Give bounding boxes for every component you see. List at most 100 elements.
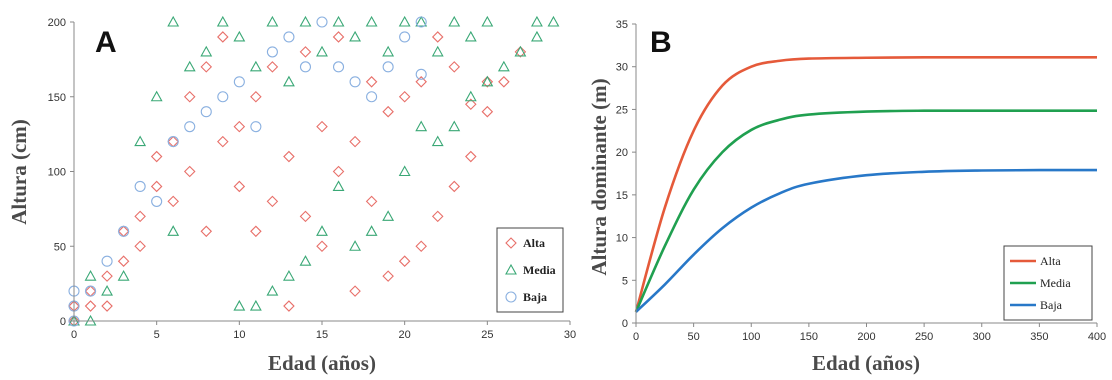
point-media [183,60,196,72]
point-baja [184,121,196,133]
point-alta [134,240,146,253]
point-alta [217,31,229,43]
point-alta [365,195,378,208]
point-baja [299,61,312,73]
point-media [497,60,510,72]
point-alta [299,210,312,223]
chart-b-xtick-label: 0 [633,331,639,343]
point-alta [101,270,113,282]
legend-label-alta: Alta [1040,254,1061,268]
chart-a-xtick-label: 0 [71,329,77,341]
chart-b-ytick-label: 30 [616,62,628,74]
chart-b-xtick-label: 300 [973,331,991,343]
chart-b-ytick-label: 0 [622,318,628,330]
point-alta [250,90,262,103]
chart-b-plot-area [634,55,1098,313]
point-alta [448,180,461,193]
point-baja [250,121,262,133]
point-alta [498,76,510,88]
point-alta [514,46,527,58]
point-alta [150,180,163,193]
chart-a-ytick-label: 50 [54,241,66,253]
point-baja [101,255,113,267]
point-alta [84,300,97,312]
chart-a-legend: Alta Media Baja [496,227,564,313]
chart-b-xtick-label: 150 [800,331,818,343]
point-baja [415,16,427,28]
point-media [117,270,130,281]
point-media [365,15,378,27]
chart-b-xlabel: Edad (años) [812,351,920,375]
point-alta [431,31,444,43]
point-media [530,30,543,42]
point-media [316,225,328,236]
point-alta [150,150,163,163]
line-baja [635,168,1098,313]
point-media [316,45,328,57]
panel-label-b: B [650,26,672,59]
chart-a-ytick-label: 0 [60,316,66,328]
chart-b: B Edad (años) Altura dominante (m) 0 50 10… [587,19,1106,375]
point-alta [481,76,494,88]
point-alta [200,61,213,73]
point-media [349,30,362,42]
point-alta [382,105,394,118]
point-baja [332,61,345,73]
chart-b-xtick-label: 400 [1088,331,1106,343]
point-media [167,225,180,236]
chart-a-ytick-label: 150 [48,92,66,104]
legend-label-baja: Baja [1040,298,1063,312]
point-baja [84,285,97,297]
point-alta [200,225,213,238]
point-media [481,75,494,87]
point-baja [233,76,245,88]
point-baja [349,76,361,88]
chart-b-ytick-label: 25 [616,104,628,116]
point-media [332,15,345,27]
point-media [282,270,295,281]
point-media [514,45,527,57]
point-media [216,15,229,27]
point-media [481,15,494,27]
point-media [84,270,97,281]
line-media [634,109,1098,313]
point-media [299,15,312,27]
point-baja [118,225,130,237]
point-media [365,225,378,236]
chart-b-ytick-label: 10 [616,233,628,245]
point-alta [415,76,427,88]
point-media [382,210,395,221]
point-media [200,45,213,57]
point-baja [283,31,295,43]
legend-label-media: Media [1040,276,1071,290]
chart-a-ylabel: Altura (cm) [7,119,31,225]
legend-marker-baja [505,291,517,303]
legend-label-media: Media [523,263,556,277]
chart-a-ytick-label: 100 [48,167,66,179]
point-baja [382,61,394,73]
point-media [448,15,461,27]
point-baja [399,31,411,43]
point-alta [398,255,411,267]
chart-a-ticks: 0 5 10 15 20 25 30 0 50 100 150 200 [48,17,576,341]
point-alta [332,31,345,43]
point-media [249,299,262,311]
point-media [415,15,428,27]
point-baja [366,91,378,103]
line-alta [634,55,1097,313]
point-media [530,15,543,27]
point-alta [233,120,246,133]
point-alta [316,240,328,253]
point-media [448,120,461,132]
point-alta [465,98,477,111]
series-alta [68,31,527,327]
point-alta [167,195,179,208]
legend-label-alta: Alta [523,236,545,250]
point-alta [217,135,229,148]
chart-b-ytick-label: 15 [616,190,628,202]
chart-b-ytick-label: 35 [616,19,628,31]
chart-a-xtick-label: 5 [154,329,160,341]
point-alta [349,285,361,297]
point-alta [101,300,113,312]
